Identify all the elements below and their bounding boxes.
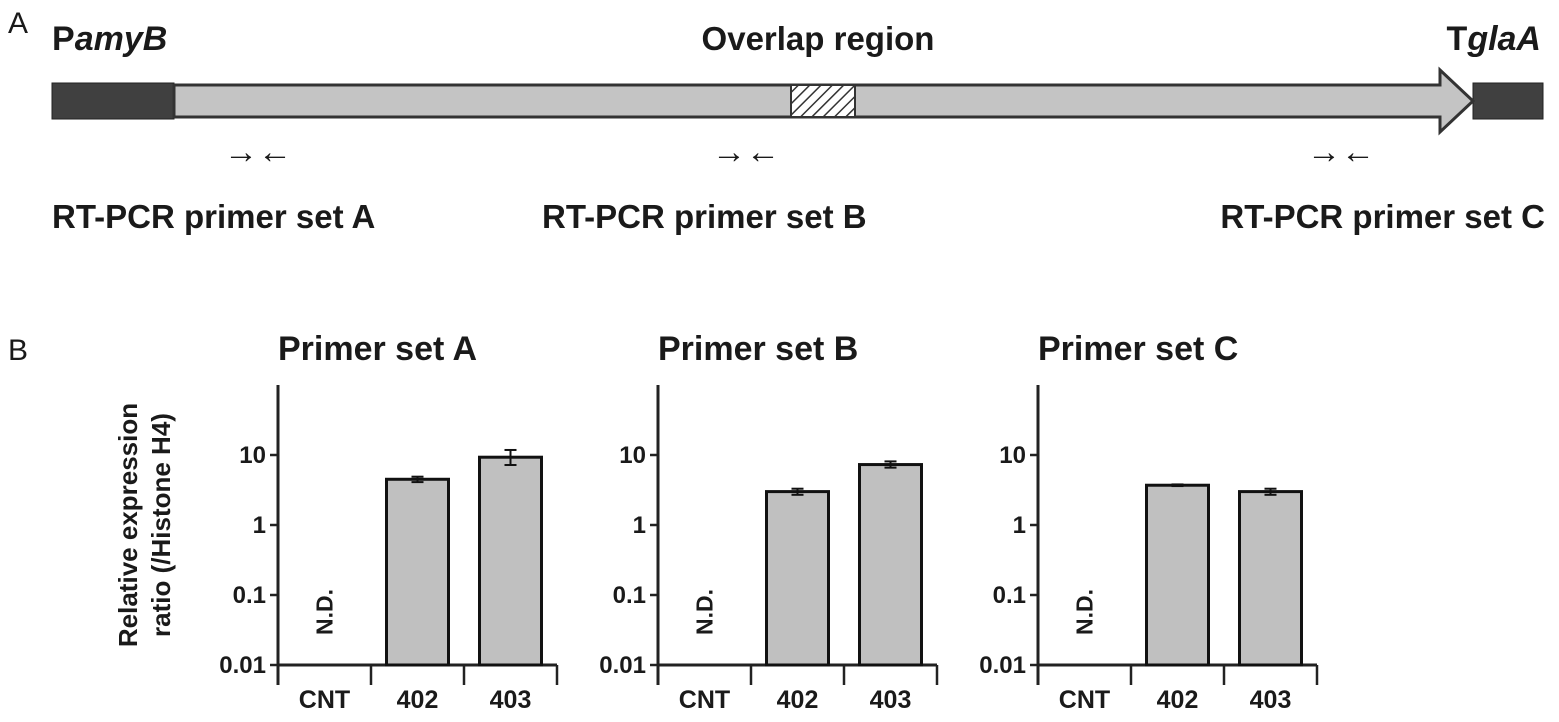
terminator-block (1472, 82, 1544, 120)
x-tick-label: 403 (1250, 686, 1292, 714)
chart-title: Primer set B (658, 330, 858, 368)
y-tick-label: 10 (999, 442, 1026, 469)
x-tick-label: 403 (870, 686, 912, 714)
y-tick-label: 0.01 (599, 652, 646, 679)
promoter-label: PamyB (52, 20, 167, 58)
bar (765, 490, 830, 667)
terminator-italic: glaA (1466, 20, 1541, 58)
y-axis-label-line-1: Relative expression (113, 403, 143, 647)
x-tick-label: CNT (299, 686, 350, 714)
primer-b-arrows-icon: →← (712, 133, 780, 171)
panel-b: B Relative expression ratio (/Histone H4… (8, 330, 1319, 714)
bar (478, 455, 543, 667)
panel-a: A PamyB Overlap region TglaA →← →← →← RT… (8, 7, 1545, 235)
chart-a: Primer set A 0.01 0.1 1 10 CNT 402 403 N.D. (219, 330, 559, 714)
y-tick-label: 1 (633, 512, 646, 539)
bar (385, 477, 450, 667)
bar (1145, 483, 1210, 667)
y-tick-label: 1 (1013, 512, 1026, 539)
y-tick-label: 0.1 (613, 582, 646, 609)
overlap-region-label: Overlap region (702, 20, 935, 57)
chart-c: Primer set C 0.01 0.1 1 10 CNT 402 403 N.D. (979, 330, 1319, 714)
bar (858, 463, 923, 667)
primer-c-arrows-icon: →← (1307, 133, 1375, 171)
primer-set-b-label: RT-PCR primer set B (542, 198, 867, 235)
x-tick-label: 402 (777, 686, 819, 714)
terminator-label: TglaA (1447, 20, 1541, 58)
chart-b: Primer set B 0.01 0.1 1 10 CNT 402 403 N.D. (599, 330, 939, 714)
x-tick-label: CNT (1059, 686, 1110, 714)
overlap-region-box (790, 84, 856, 118)
primer-a-arrows-icon: →← (224, 133, 292, 171)
y-tick-label: 0.01 (979, 652, 1026, 679)
panel-a-letter: A (8, 7, 28, 40)
panel-b-letter: B (8, 334, 28, 367)
x-tick-label: 402 (1157, 686, 1199, 714)
y-tick-label: 1 (253, 512, 266, 539)
y-tick-label: 10 (239, 442, 266, 469)
y-tick-label: 0.01 (219, 652, 266, 679)
y-tick-label: 0.1 (993, 582, 1026, 609)
y-axis-label-line-2: ratio (/Histone H4) (146, 413, 176, 637)
promoter-prefix: P (52, 20, 75, 58)
x-tick-label: CNT (679, 686, 730, 714)
x-tick-label: 403 (490, 686, 532, 714)
promoter-italic: amyB (75, 20, 168, 58)
promoter-block (51, 82, 175, 120)
y-tick-label: 10 (619, 442, 646, 469)
not-detected-label: N.D. (1072, 589, 1098, 635)
bar (1238, 490, 1303, 667)
chart-title: Primer set A (278, 330, 477, 368)
primer-set-c-label: RT-PCR primer set C (1220, 198, 1545, 235)
terminator-prefix: T (1447, 20, 1468, 58)
x-tick-label: 402 (397, 686, 439, 714)
not-detected-label: N.D. (312, 589, 338, 635)
not-detected-label: N.D. (692, 589, 718, 635)
chart-title: Primer set C (1038, 330, 1238, 368)
primer-set-a-label: RT-PCR primer set A (52, 198, 375, 235)
y-tick-label: 0.1 (233, 582, 266, 609)
